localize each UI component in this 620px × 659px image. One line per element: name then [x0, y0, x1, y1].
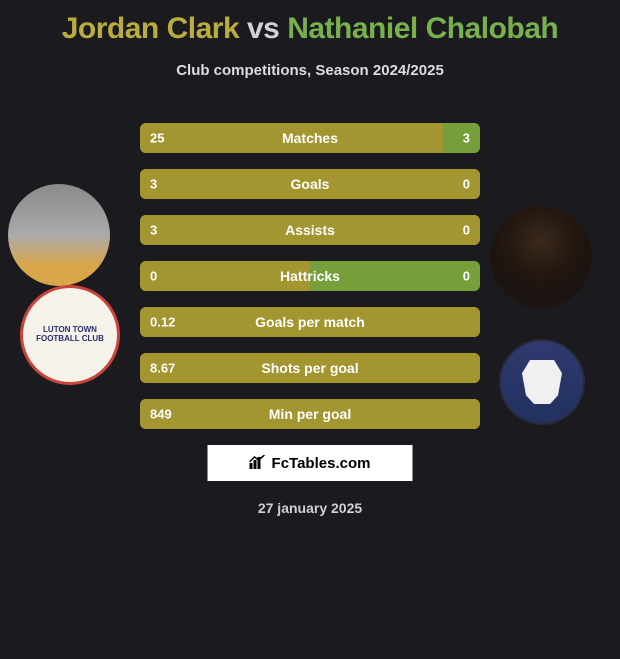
comparison-title: Jordan Clark vs Nathaniel Chalobah [0, 0, 620, 46]
date: 27 january 2025 [0, 500, 620, 516]
stat-value-player2: 0 [463, 269, 470, 284]
stat-label: Min per goal [140, 406, 480, 422]
owl-icon [522, 360, 562, 404]
stat-value-player1: 3 [150, 177, 157, 192]
stat-label: Matches [140, 130, 480, 146]
player1-name: Jordan Clark [62, 12, 239, 45]
stat-bar: Hattricks0 0 [140, 261, 480, 291]
stat-bar: Goals per match0.12 [140, 307, 480, 337]
stat-label: Assists [140, 222, 480, 238]
stat-label: Shots per goal [140, 360, 480, 376]
player2-club-badge [499, 339, 585, 425]
stat-bar: Assists3 0 [140, 215, 480, 245]
stat-label: Hattricks [140, 268, 480, 284]
stat-label: Goals [140, 176, 480, 192]
player1-avatar [8, 184, 110, 286]
stat-value-player1: 3 [150, 223, 157, 238]
stat-value-player2: 3 [463, 131, 470, 146]
stat-value-player2: 0 [463, 177, 470, 192]
stat-value-player1: 849 [150, 407, 172, 422]
stat-bar: Matches25 3 [140, 123, 480, 153]
stat-bar: Goals3 0 [140, 169, 480, 199]
vs-text: vs [247, 12, 279, 45]
subtitle: Club competitions, Season 2024/2025 [0, 62, 620, 79]
stat-label: Goals per match [140, 314, 480, 330]
chart-icon [250, 455, 266, 472]
player2-avatar [490, 206, 592, 308]
stat-bar: Shots per goal8.67 [140, 353, 480, 383]
player1-club-badge: LUTON TOWN FOOTBALL CLUB [20, 285, 120, 385]
stat-bar: Min per goal849 [140, 399, 480, 429]
brand-text: FcTables.com [272, 455, 371, 472]
player1-club-text: LUTON TOWN FOOTBALL CLUB [23, 326, 117, 344]
stat-value-player1: 0 [150, 269, 157, 284]
stat-value-player2: 0 [463, 223, 470, 238]
player2-name: Nathaniel Chalobah [287, 12, 558, 45]
stat-value-player1: 8.67 [150, 361, 175, 376]
stat-value-player1: 25 [150, 131, 164, 146]
stat-value-player1: 0.12 [150, 315, 175, 330]
stat-bars: Matches253Goals30Assists30Hattricks00Goa… [140, 123, 480, 445]
brand-box: FcTables.com [208, 445, 413, 481]
